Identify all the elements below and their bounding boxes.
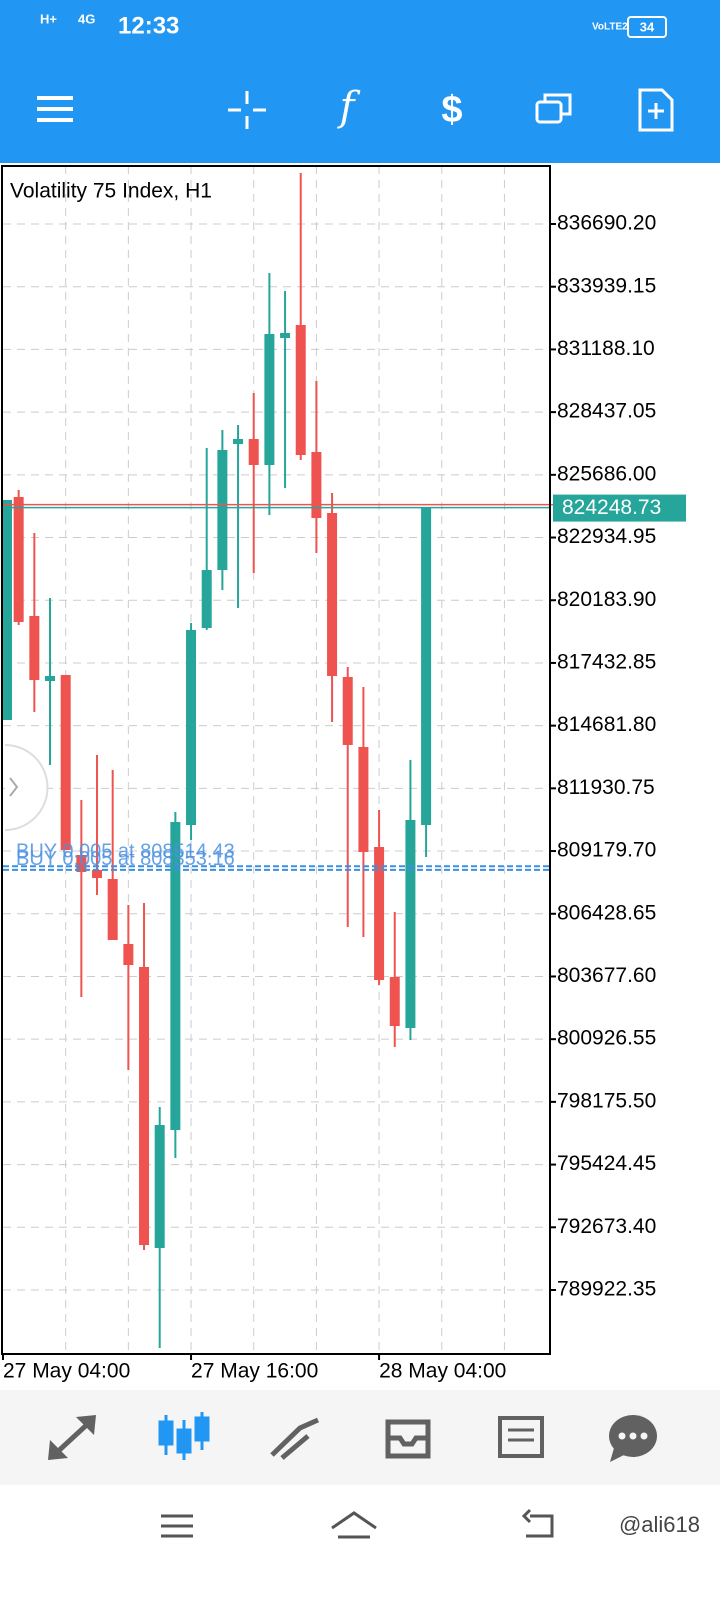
- candle-body: [45, 675, 56, 682]
- side-panel-handle[interactable]: [4, 744, 49, 831]
- chart-title: Volatility 75 Index, H1: [10, 180, 212, 203]
- price-tag-label: 824248.73: [562, 496, 661, 519]
- candle-body: [280, 333, 291, 338]
- candle-body: [389, 977, 400, 1027]
- network-2: 4G: [78, 11, 95, 26]
- candle-body: [311, 452, 322, 518]
- plot: [2, 166, 685, 1354]
- candle-body: [295, 325, 306, 455]
- x-tick-label: 27 May 16:00: [191, 1360, 318, 1383]
- y-tick-label: 792673.40: [557, 1215, 656, 1238]
- x-tick-label: 28 May 04:00: [379, 1360, 506, 1383]
- candle-body: [76, 854, 87, 872]
- bottom-nav: [0, 1390, 720, 1485]
- y-tick-label: 789922.35: [557, 1278, 656, 1301]
- candle-body: [2, 500, 12, 721]
- battery: [627, 16, 667, 38]
- y-tick-label: 828437.05: [557, 400, 656, 423]
- y-tick-label: 825686.00: [557, 462, 656, 485]
- y-tick-label: 809179.70: [557, 839, 656, 862]
- y-tick-label: 831188.10: [557, 337, 655, 360]
- price-tag: [553, 494, 686, 522]
- candle-body: [217, 450, 228, 571]
- candle-body: [201, 570, 212, 628]
- crosshair-button[interactable]: [228, 91, 266, 129]
- trade-button[interactable]: $: [441, 89, 462, 131]
- y-tick-label: 806428.65: [557, 901, 656, 924]
- clock: 12:33: [118, 12, 179, 39]
- y-tick-label: 820183.90: [557, 588, 656, 611]
- candle-body: [186, 629, 197, 825]
- system-menu[interactable]: [161, 1514, 193, 1538]
- trade-tab[interactable]: [270, 1417, 320, 1460]
- order-label: BUY 0.005 at 808353.16: [16, 848, 235, 870]
- news-tab[interactable]: [498, 1416, 544, 1458]
- candle-body: [405, 820, 416, 1028]
- x-tick-label: 27 May 04:00: [3, 1360, 130, 1383]
- y-tick-label: 817432.85: [557, 650, 656, 673]
- candle-body: [358, 746, 369, 853]
- battery-level: 34: [640, 19, 655, 34]
- candle-body: [92, 870, 103, 879]
- candle-body: [154, 1124, 165, 1249]
- windows-button[interactable]: [535, 93, 572, 124]
- candle-body: [107, 878, 118, 941]
- candle-body: [374, 846, 385, 981]
- app-bar: [0, 0, 720, 163]
- y-tick-label: 822934.95: [557, 525, 656, 548]
- y-tick-label: 800926.55: [557, 1027, 656, 1050]
- candle-body: [327, 513, 338, 676]
- candle-body: [342, 676, 353, 745]
- system-back[interactable]: [521, 1508, 554, 1538]
- system-home[interactable]: [331, 1511, 377, 1539]
- y-tick-label: 795424.45: [557, 1152, 656, 1175]
- candle-body: [421, 507, 432, 825]
- y-tick-label: 798175.50: [557, 1089, 656, 1112]
- candle-body: [139, 966, 150, 1246]
- watermark: @ali618: [619, 1512, 700, 1537]
- handle-arrow: [9, 777, 19, 797]
- order-label: BUY 0.005 at 808514.43: [16, 840, 235, 862]
- quotes-tab[interactable]: [48, 1415, 96, 1460]
- menu-button[interactable]: [37, 96, 73, 122]
- chart-tab[interactable]: [158, 1412, 210, 1460]
- y-tick-label: 814681.80: [557, 713, 656, 736]
- candle-body: [29, 616, 40, 681]
- y-tick-label: 833939.15: [557, 274, 656, 297]
- candle-body: [248, 438, 259, 466]
- chart-frame: [1, 165, 551, 1355]
- network-1: H+: [40, 11, 57, 26]
- new-order-button[interactable]: [638, 88, 674, 132]
- y-tick-label: 803677.60: [557, 964, 656, 987]
- candle-body: [170, 822, 181, 1131]
- candle-body: [264, 334, 275, 466]
- volte: VoLTE2: [592, 22, 628, 33]
- candle-body: [60, 674, 71, 850]
- chat-tab[interactable]: [609, 1415, 657, 1462]
- candle-body: [233, 438, 244, 445]
- candle-body: [13, 497, 24, 622]
- y-tick-label: 836690.20: [557, 212, 656, 235]
- y-tick-label: 811930.75: [557, 776, 655, 799]
- candle-body: [123, 943, 134, 965]
- history-tab[interactable]: [385, 1419, 431, 1459]
